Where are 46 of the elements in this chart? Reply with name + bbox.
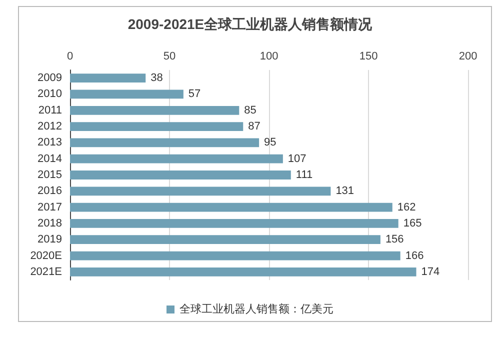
y-tick-label: 2014 bbox=[38, 152, 62, 165]
data-label: 57 bbox=[188, 88, 201, 100]
y-tick-label: 2013 bbox=[38, 136, 62, 149]
y-tick-label: 2009 bbox=[38, 72, 62, 84]
bar bbox=[70, 106, 240, 115]
data-label: 111 bbox=[296, 169, 313, 181]
data-label: 165 bbox=[403, 217, 422, 230]
y-tick-label: 2011 bbox=[38, 104, 62, 116]
chart-title: 2009-2021E全球工业机器人销售额情况 bbox=[128, 16, 374, 32]
data-label: 107 bbox=[288, 152, 306, 165]
data-label: 85 bbox=[244, 104, 256, 116]
bar bbox=[70, 74, 146, 83]
bar bbox=[70, 202, 392, 212]
data-label: 166 bbox=[405, 250, 424, 262]
x-tick-label: 150 bbox=[359, 50, 378, 62]
bar bbox=[70, 90, 184, 99]
data-label: 87 bbox=[248, 120, 260, 133]
bar bbox=[70, 219, 398, 228]
y-tick-label: 2020E bbox=[30, 250, 62, 262]
y-tick-label: 2019 bbox=[38, 234, 62, 246]
y-tick-label: 2012 bbox=[38, 120, 62, 133]
legend-label: 全球工业机器人销售额：亿美元 bbox=[180, 302, 334, 316]
bar bbox=[70, 251, 400, 260]
data-label: 95 bbox=[264, 136, 276, 149]
data-label: 38 bbox=[150, 72, 163, 84]
data-label: 156 bbox=[385, 234, 404, 246]
y-tick-label: 2018 bbox=[38, 217, 62, 230]
x-tick-label: 100 bbox=[260, 50, 278, 62]
y-tick-label: 2010 bbox=[38, 88, 62, 100]
x-tick-label: 50 bbox=[163, 50, 176, 62]
bar bbox=[70, 122, 244, 131]
bar bbox=[70, 267, 416, 276]
bar bbox=[70, 186, 331, 196]
bar bbox=[70, 154, 283, 164]
data-label: 174 bbox=[421, 266, 440, 278]
y-tick-label: 2021E bbox=[30, 266, 62, 278]
data-label: 162 bbox=[397, 201, 416, 214]
x-tick-label: 0 bbox=[66, 50, 74, 62]
y-tick-label: 2015 bbox=[38, 169, 62, 181]
bar bbox=[70, 170, 291, 180]
y-tick-label: 2016 bbox=[38, 185, 62, 198]
bar bbox=[70, 235, 380, 244]
y-tick-label: 2017 bbox=[38, 201, 62, 214]
data-label: 131 bbox=[336, 185, 354, 198]
bar bbox=[70, 138, 260, 148]
x-tick-label: 200 bbox=[458, 50, 478, 62]
